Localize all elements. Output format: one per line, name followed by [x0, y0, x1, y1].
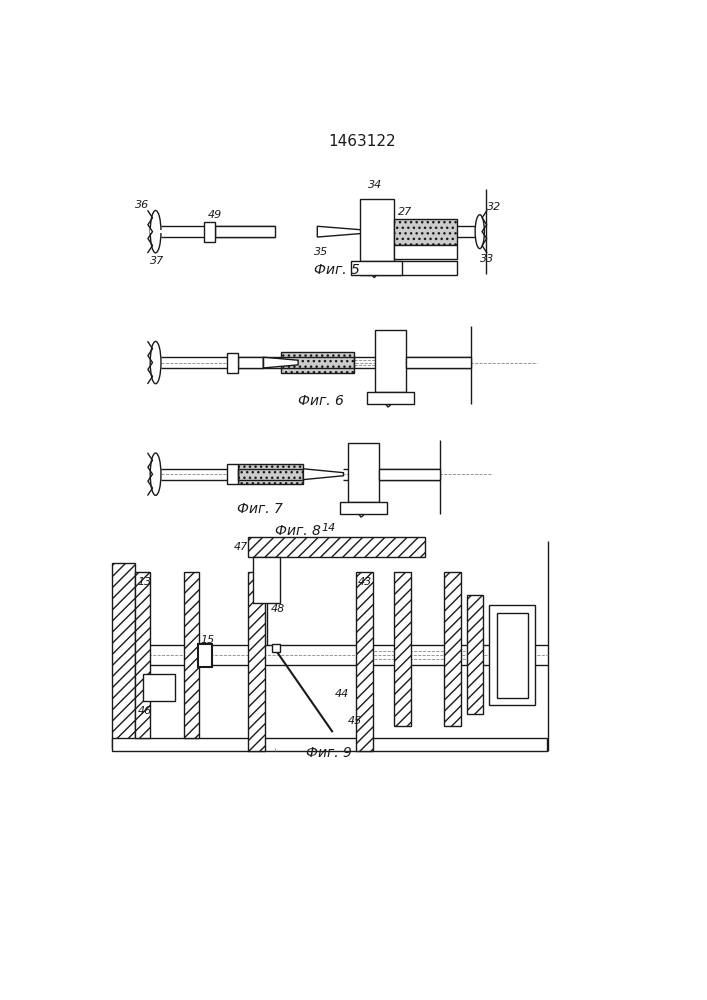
Bar: [281, 352, 354, 373]
Bar: [375, 330, 406, 392]
Text: 32: 32: [486, 202, 501, 212]
Bar: [348, 443, 379, 502]
Bar: [351, 261, 402, 275]
Text: 35: 35: [314, 247, 328, 257]
Ellipse shape: [150, 453, 161, 495]
Ellipse shape: [475, 215, 484, 249]
Text: 44: 44: [335, 689, 349, 699]
Bar: [198, 644, 212, 667]
Bar: [394, 219, 457, 245]
Polygon shape: [303, 469, 344, 480]
Bar: [150, 230, 354, 233]
Bar: [143, 674, 175, 701]
Bar: [406, 357, 472, 368]
Text: 36: 36: [134, 200, 149, 210]
Bar: [112, 563, 135, 748]
Text: 34: 34: [368, 180, 382, 190]
Bar: [238, 464, 303, 484]
Bar: [360, 199, 394, 261]
Text: 1463122: 1463122: [328, 134, 396, 149]
Text: 49: 49: [208, 210, 222, 220]
Bar: [204, 222, 215, 242]
Bar: [238, 357, 264, 368]
Bar: [368, 392, 414, 404]
Text: 45: 45: [348, 716, 363, 726]
Bar: [248, 537, 425, 557]
Bar: [184, 572, 199, 738]
Bar: [248, 572, 265, 751]
Ellipse shape: [150, 341, 161, 384]
Bar: [379, 469, 440, 480]
Bar: [272, 644, 279, 652]
Bar: [227, 353, 238, 373]
Text: 43: 43: [358, 577, 373, 587]
Bar: [395, 572, 411, 726]
Bar: [497, 613, 527, 698]
Text: Фиг. 9: Фиг. 9: [306, 746, 352, 760]
Bar: [489, 605, 535, 705]
Bar: [394, 245, 457, 259]
Bar: [112, 738, 547, 751]
Text: Фиг. 8: Фиг. 8: [275, 524, 321, 538]
Text: Фиг. 7: Фиг. 7: [237, 502, 283, 516]
Text: 15: 15: [200, 635, 214, 645]
Text: Фиг. 6: Фиг. 6: [298, 394, 344, 408]
Text: 14: 14: [322, 523, 336, 533]
Bar: [227, 464, 238, 484]
Text: 37: 37: [150, 256, 164, 266]
Bar: [340, 502, 387, 514]
Bar: [253, 557, 281, 603]
Bar: [135, 572, 150, 738]
Text: Фиг. 5: Фиг. 5: [314, 263, 359, 277]
Text: 27: 27: [398, 207, 412, 217]
Ellipse shape: [150, 210, 161, 253]
Polygon shape: [264, 357, 298, 368]
Text: 13: 13: [138, 577, 152, 587]
Polygon shape: [317, 226, 375, 237]
Text: 48: 48: [270, 604, 285, 614]
Text: 33: 33: [480, 254, 495, 264]
Bar: [264, 357, 354, 368]
Bar: [356, 572, 373, 751]
Text: 47: 47: [234, 542, 248, 552]
Bar: [238, 469, 303, 480]
Text: 46: 46: [138, 706, 152, 716]
Bar: [215, 226, 275, 237]
Bar: [467, 595, 483, 714]
Bar: [444, 572, 461, 726]
Bar: [360, 261, 457, 275]
